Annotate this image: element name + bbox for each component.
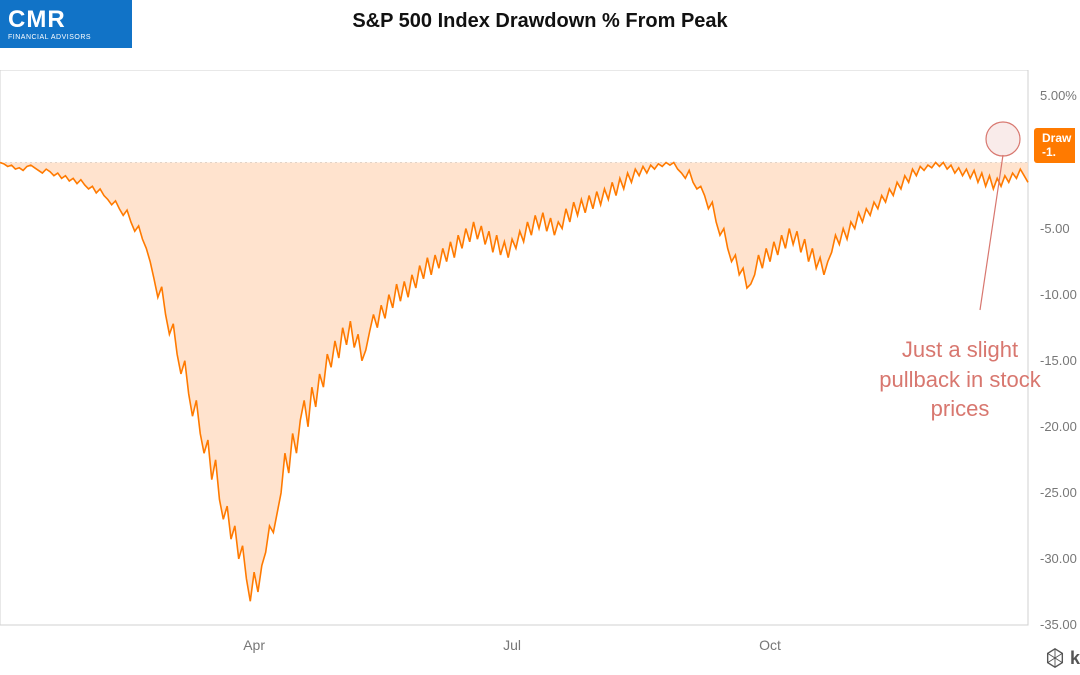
current-value-label: Draw: [1042, 131, 1071, 145]
chart-annotation: Just a slight pullback in stock prices: [870, 335, 1050, 424]
y-tick-label: -25.00: [1040, 485, 1077, 500]
x-tick-label: Apr: [243, 637, 265, 653]
y-tick-label: -35.00: [1040, 617, 1077, 632]
current-value-number: -1.: [1042, 145, 1071, 159]
y-tick-label: -30.00: [1040, 551, 1077, 566]
watermark: k: [1044, 647, 1080, 669]
watermark-text: k: [1070, 648, 1080, 669]
chart-title: S&P 500 Index Drawdown % From Peak: [0, 10, 1080, 33]
watermark-icon: [1044, 647, 1066, 669]
current-value-tag: Draw -1.: [1034, 128, 1075, 163]
y-tick-label: 5.00%: [1040, 88, 1077, 103]
x-tick-label: Oct: [759, 637, 781, 653]
y-tick-label: -5.00: [1040, 221, 1070, 236]
drawdown-chart: 5.00%-5.00-10.00-15.00-20.00-25.00-30.00…: [0, 70, 1080, 675]
chart-annotation-text: Just a slight pullback in stock prices: [879, 337, 1040, 421]
x-tick-label: Jul: [503, 637, 521, 653]
brand-logo-subtext: FINANCIAL ADVISORS: [8, 34, 132, 41]
y-tick-label: -10.00: [1040, 287, 1077, 302]
